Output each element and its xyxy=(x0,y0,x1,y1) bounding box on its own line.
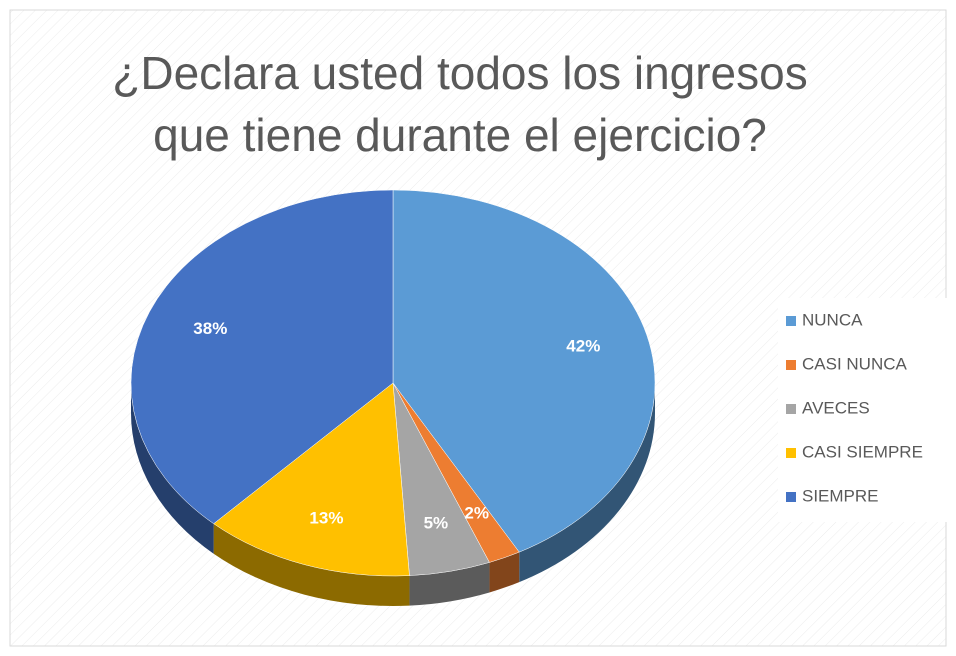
slice-side xyxy=(409,562,490,606)
legend-swatch xyxy=(786,316,796,326)
data-label: 42% xyxy=(566,336,600,355)
slice xyxy=(392,382,490,606)
legend-swatch xyxy=(786,448,796,458)
chart-title: ¿Declara usted todos los ingresos que ti… xyxy=(112,47,808,161)
legend-label: AVECES xyxy=(802,398,870,417)
legend-label: NUNCA xyxy=(802,310,863,329)
legend-swatch xyxy=(786,404,796,414)
data-label: 38% xyxy=(193,319,227,338)
legend-label: CASI NUNCA xyxy=(802,354,908,373)
legend-label: SIEMPRE xyxy=(802,486,879,505)
data-label: 5% xyxy=(424,514,449,533)
slice-top xyxy=(130,189,394,525)
slice-side xyxy=(489,552,520,593)
legend-swatch xyxy=(786,360,796,370)
slice-side xyxy=(213,523,410,606)
slice xyxy=(392,189,656,583)
legend-swatch xyxy=(786,492,796,502)
slice xyxy=(130,189,394,554)
slice xyxy=(392,382,520,593)
legend-label: CASI SIEMPRE xyxy=(802,442,923,461)
slice xyxy=(213,382,410,606)
data-label: 2% xyxy=(464,503,489,522)
slice-side xyxy=(131,383,214,554)
slice-top xyxy=(213,382,410,577)
legend-box xyxy=(778,298,954,522)
slice-side xyxy=(519,383,655,583)
data-label: 13% xyxy=(309,509,343,528)
slice-top xyxy=(392,189,656,553)
